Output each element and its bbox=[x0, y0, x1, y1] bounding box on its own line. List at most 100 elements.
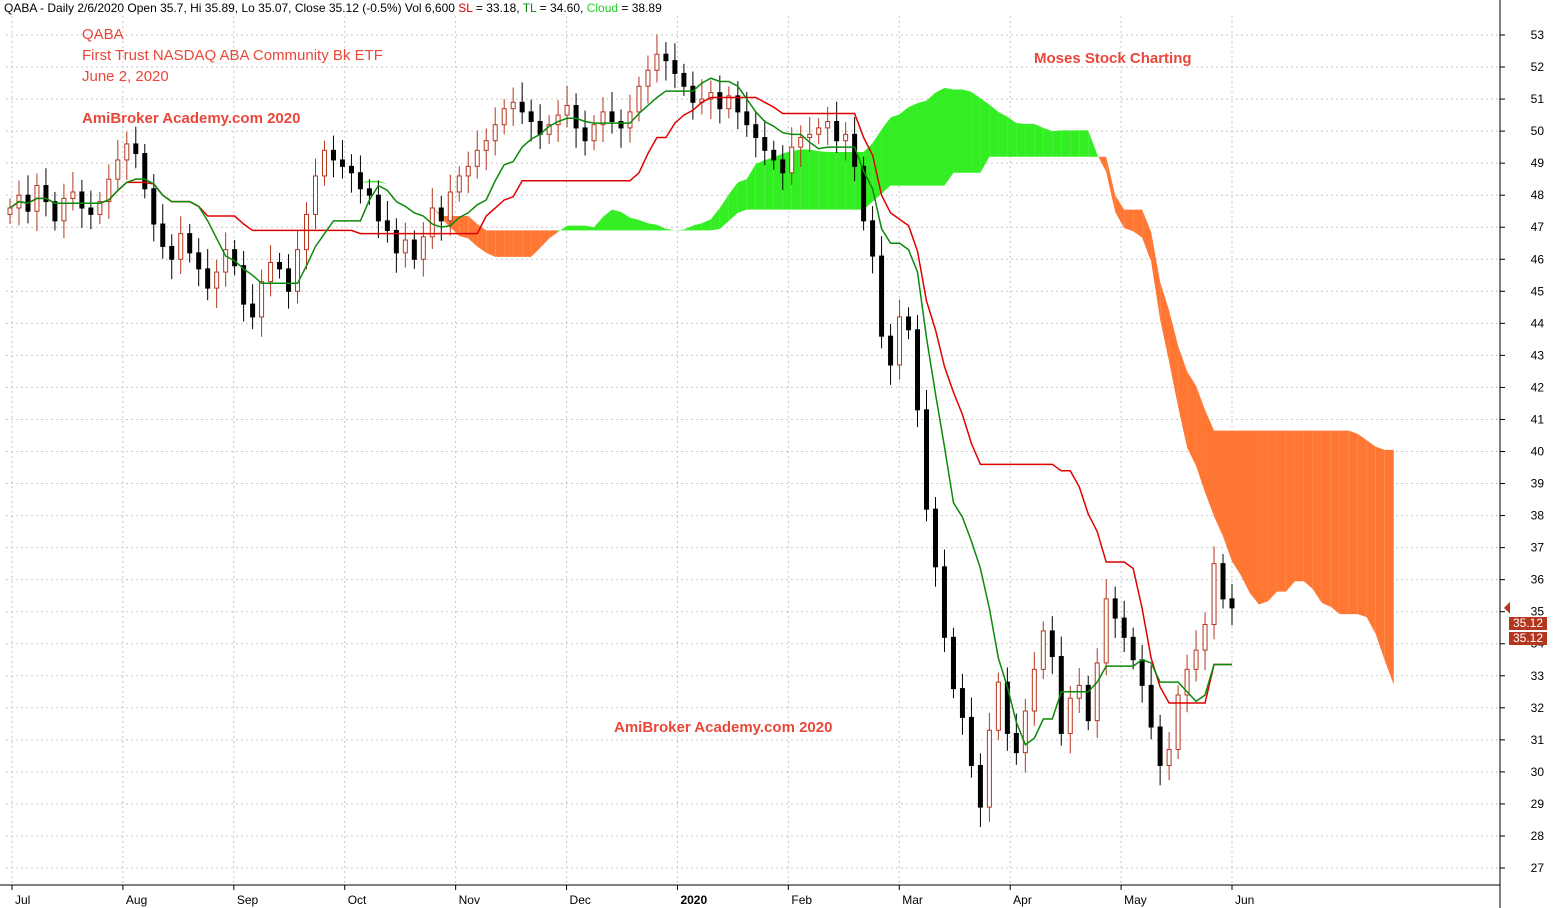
candle-body bbox=[780, 159, 786, 174]
cloud-bear-segment bbox=[1160, 281, 1170, 362]
cloud-bear-segment bbox=[1097, 154, 1107, 172]
candle-body bbox=[1166, 748, 1172, 766]
candle-body bbox=[807, 133, 813, 139]
candle bbox=[1049, 616, 1055, 674]
cloud-bull-segment bbox=[962, 89, 972, 173]
candle-body bbox=[1130, 636, 1136, 661]
candle-body bbox=[313, 175, 318, 215]
x-tick-label: Nov bbox=[459, 893, 480, 907]
cloud-bear-segment bbox=[522, 230, 532, 257]
candle-body bbox=[501, 108, 507, 126]
candle bbox=[950, 627, 956, 699]
cloud-bull-segment bbox=[378, 180, 388, 184]
candle-body bbox=[88, 207, 94, 215]
candle-body bbox=[1040, 630, 1046, 670]
candle-body bbox=[510, 101, 516, 110]
y-tick-label: 35 bbox=[1531, 605, 1545, 619]
candle bbox=[1229, 584, 1235, 626]
candle bbox=[259, 269, 265, 337]
candle-body bbox=[1094, 662, 1100, 722]
cloud-bull-segment bbox=[728, 182, 738, 221]
y-tick-label: 31 bbox=[1531, 733, 1545, 747]
candle bbox=[483, 128, 489, 171]
candle-body bbox=[1211, 563, 1217, 626]
x-tick-label: Jun bbox=[1235, 893, 1254, 907]
cloud-bear-segment bbox=[1357, 433, 1367, 618]
cloud-bull-segment bbox=[674, 229, 684, 231]
candle-body bbox=[232, 249, 238, 267]
candle bbox=[124, 131, 130, 180]
cloud-bear-segment bbox=[1223, 430, 1232, 562]
cloud-bull-segment bbox=[279, 198, 289, 204]
candle bbox=[241, 250, 247, 322]
candle-body bbox=[618, 121, 624, 129]
candle-body bbox=[843, 133, 849, 142]
annotation-date: June 2, 2020 bbox=[82, 68, 169, 85]
cloud-bear-segment bbox=[495, 230, 505, 257]
candle-body bbox=[1004, 681, 1010, 734]
candle bbox=[932, 496, 938, 587]
candle-body bbox=[241, 265, 247, 305]
cloud-bear-segment bbox=[1196, 385, 1206, 493]
cloud-bull-segment bbox=[638, 220, 648, 231]
candle bbox=[1103, 579, 1109, 676]
candle bbox=[295, 229, 301, 304]
y-tick-label: 44 bbox=[1531, 316, 1545, 330]
cloud-bull-segment bbox=[423, 201, 433, 207]
candle bbox=[717, 75, 723, 124]
candle bbox=[70, 172, 76, 211]
candle bbox=[250, 284, 256, 330]
header-sl-value: = 33.18, bbox=[475, 1, 520, 15]
cloud-bear-segment bbox=[1330, 430, 1340, 615]
candle-body bbox=[995, 681, 1001, 731]
y-tick-label: 28 bbox=[1531, 829, 1545, 843]
candle bbox=[115, 140, 121, 192]
cloud-bull-segment bbox=[261, 198, 271, 204]
candle-body bbox=[816, 127, 822, 135]
candle-body bbox=[834, 121, 840, 142]
cloud-bull-segment bbox=[369, 180, 379, 183]
candle-body bbox=[1175, 694, 1181, 750]
cloud-bull-segment bbox=[764, 157, 774, 210]
candle-body bbox=[97, 201, 103, 215]
candle-body bbox=[250, 303, 256, 318]
candle bbox=[708, 80, 714, 119]
candle-body bbox=[582, 127, 588, 142]
cloud-bear-segment bbox=[1214, 430, 1224, 537]
x-tick-label: Oct bbox=[348, 893, 367, 907]
cloud-bull-segment bbox=[1007, 116, 1017, 157]
candle-body bbox=[681, 72, 687, 87]
cloud-bull-segment bbox=[567, 225, 577, 231]
cloud-bull-segment bbox=[971, 91, 981, 173]
annotation-brand: Moses Stock Charting bbox=[1034, 50, 1192, 67]
candle bbox=[1193, 630, 1199, 682]
candle-body bbox=[1013, 732, 1019, 754]
cloud-bear-segment bbox=[1339, 430, 1349, 615]
candle bbox=[1202, 612, 1208, 671]
candle bbox=[501, 99, 507, 135]
candle-body bbox=[7, 207, 13, 215]
candle-body bbox=[573, 104, 579, 129]
cloud-bear-segment bbox=[1267, 430, 1277, 602]
candle bbox=[357, 155, 363, 204]
cloud-bear-segment bbox=[1384, 449, 1394, 685]
candle-body bbox=[115, 159, 121, 180]
y-tick-label: 30 bbox=[1531, 765, 1545, 779]
candle bbox=[465, 151, 471, 194]
candle bbox=[1004, 667, 1010, 751]
last-price-arrow bbox=[1504, 601, 1510, 614]
candle-body bbox=[321, 149, 327, 177]
candle bbox=[591, 115, 597, 151]
cloud-bull-segment bbox=[800, 149, 810, 210]
candle-body bbox=[708, 92, 714, 100]
candle bbox=[160, 204, 166, 259]
x-tick-label: Feb bbox=[791, 893, 812, 907]
cloud-bull-segment bbox=[396, 195, 406, 202]
cloud-bear-segment bbox=[468, 216, 478, 247]
cloud-bear-segment bbox=[531, 230, 541, 257]
candle-body bbox=[915, 329, 921, 411]
cloud-bear-segment bbox=[504, 230, 514, 257]
